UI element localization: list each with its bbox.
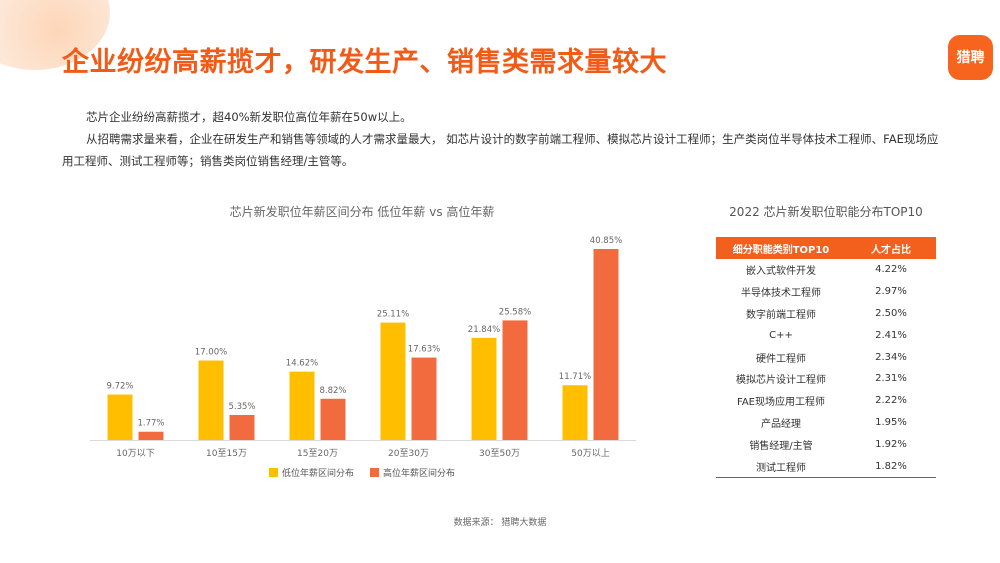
table-row: 数字前端工程师 2.50% xyxy=(716,303,936,325)
bar-high xyxy=(502,320,528,440)
data-label: 5.35% xyxy=(228,402,255,412)
table-row: 模拟芯片设计工程师 2.31% xyxy=(716,368,936,390)
table-row: 产品经理 1.95% xyxy=(716,412,936,434)
top10-table: 细分职能类别TOP10 人才占比 嵌入式软件开发 4.22% 半导体技术工程师 2.… xyxy=(716,237,936,478)
x-tick-label: 15至20万 xyxy=(297,448,338,459)
table-cell-share: 1.82% xyxy=(846,455,936,478)
bar-high xyxy=(593,249,619,440)
table-cell-role: FAE现场应用工程师 xyxy=(737,397,825,409)
chart-legend: 低位年薪区间分布 高位年薪区间分布 xyxy=(62,466,662,479)
data-label: 17.00% xyxy=(195,348,227,358)
table-row: 销售经理/主管 1.92% xyxy=(716,433,936,455)
table-row: 嵌入式软件开发 4.22% xyxy=(716,259,936,281)
data-label: 14.62% xyxy=(286,359,318,369)
bar-high xyxy=(411,357,437,440)
table-cell-role: 模拟芯片设计工程师 xyxy=(736,375,826,387)
legend-swatch-low xyxy=(268,468,278,477)
table-header-row: 细分职能类别TOP10 人才占比 xyxy=(716,237,936,259)
bar-low xyxy=(562,385,588,440)
bar-low xyxy=(289,371,315,440)
legend-label-low: 低位年薪区间分布 xyxy=(281,469,354,479)
intro-text: 芯片企业纷纷高薪揽才，超40%新发职位高位年薪在50w以上。 从招聘需求量来看，… xyxy=(62,106,942,172)
table-row: FAE现场应用工程师 2.22% xyxy=(716,390,936,412)
legend-label-high: 高位年薪区间分布 xyxy=(383,469,456,479)
legend-item-low: 低位年薪区间分布 xyxy=(268,466,354,479)
brand-logo: 猎聘 xyxy=(948,35,993,80)
table-cell-role: 测试工程师 xyxy=(716,455,846,478)
table-cell-role: 硬件工程师 xyxy=(756,353,806,365)
table-cell-share: 2.34% xyxy=(875,351,907,363)
data-label: 9.72% xyxy=(106,382,133,392)
table-header-role: 细分职能类别TOP10 xyxy=(716,237,846,259)
table-cell-share: 1.92% xyxy=(875,438,907,450)
x-tick-label: 50万以上 xyxy=(571,448,609,459)
table-row: 测试工程师 1.82% xyxy=(716,455,936,478)
x-tick-label: 10万以下 xyxy=(116,449,154,459)
bar-high xyxy=(138,431,164,440)
table-row: C++ 2.41% xyxy=(716,324,936,346)
x-tick-label: 10至15万 xyxy=(206,448,247,459)
table-cell-share: 2.22% xyxy=(875,395,907,407)
table-cell-share: 2.31% xyxy=(875,373,907,385)
table-row: 半导体技术工程师 2.97% xyxy=(716,281,936,303)
chart-title: 芯片新发职位年薪区间分布 低位年薪 vs 高位年薪 xyxy=(229,205,495,219)
bar-high xyxy=(320,398,346,440)
intro-paragraph-2: 从招聘需求量来看，企业在研发生产和销售等领域的人才需求量最大， 如芯片设计的数字… xyxy=(62,132,939,168)
table-header-share: 人才占比 xyxy=(846,237,936,259)
logo-text: 猎聘 xyxy=(956,49,985,66)
data-label: 40.85% xyxy=(590,236,622,246)
data-label: 25.11% xyxy=(377,310,409,320)
x-tick-label: 30至50万 xyxy=(479,448,520,459)
table-cell-share: 2.50% xyxy=(875,307,907,319)
table-cell-role: 产品经理 xyxy=(761,418,801,430)
data-label: 11.71% xyxy=(559,372,591,382)
data-label: 1.77% xyxy=(137,419,164,429)
intro-paragraph-1: 芯片企业纷纷高薪揽才，超40%新发职位高位年薪在50w以上。 xyxy=(86,110,412,124)
table-cell-share: 1.95% xyxy=(875,416,907,428)
data-label: 8.82% xyxy=(319,386,346,396)
data-label: 25.58% xyxy=(499,307,531,317)
bar-high xyxy=(229,414,255,440)
table-cell-share: 4.22% xyxy=(875,264,907,276)
legend-swatch-high xyxy=(370,468,379,477)
legend-item-high: 高位年薪区间分布 xyxy=(370,466,455,479)
table-cell-share: 2.41% xyxy=(875,329,907,341)
bar-low xyxy=(107,394,133,440)
table-cell-role: 半导体技术工程师 xyxy=(741,288,821,300)
bar-low xyxy=(198,360,224,440)
table-cell-role: 嵌入式软件开发 xyxy=(746,266,816,278)
table-row: 硬件工程师 2.34% xyxy=(716,346,936,368)
table-cell-role: 数字前端工程师 xyxy=(746,309,816,321)
bar-low xyxy=(380,322,406,440)
data-source: 数据来源： 猎聘大数据 xyxy=(453,518,547,528)
table-title: 2022 芯片新发职位职能分布TOP10 xyxy=(729,205,923,219)
x-tick-label: 20至30万 xyxy=(388,448,429,459)
bar-low xyxy=(471,337,497,440)
data-label: 17.63% xyxy=(408,345,440,355)
table-cell-share: 2.97% xyxy=(875,286,907,298)
table-cell-role: C++ xyxy=(769,329,793,341)
page-title: 企业纷纷高薪揽才，研发生产、销售类需求量较大 xyxy=(62,47,667,78)
data-label: 21.84% xyxy=(468,325,500,335)
table-cell-role: 销售经理/主管 xyxy=(749,440,813,452)
